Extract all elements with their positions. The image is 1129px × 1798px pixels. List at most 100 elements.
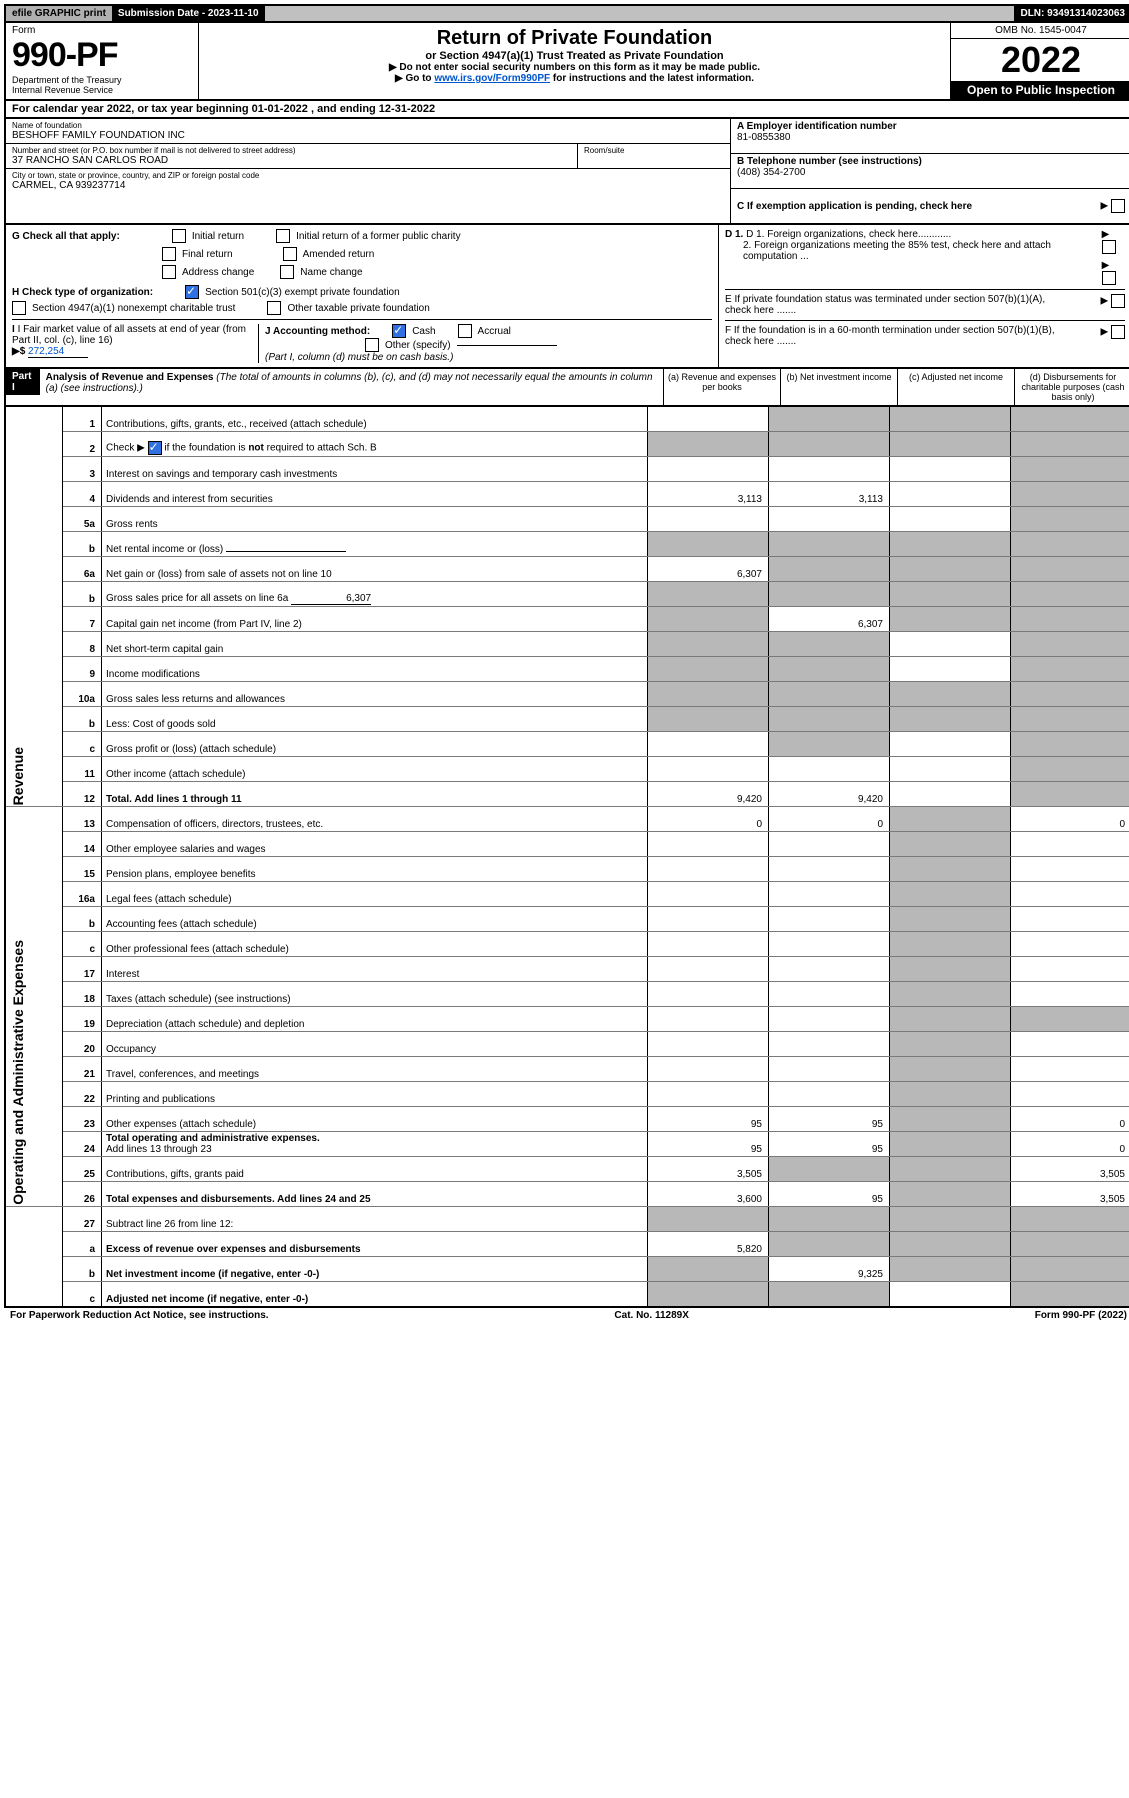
revenue-label-text: Revenue (10, 747, 26, 805)
j-accrual-checkbox[interactable] (458, 324, 472, 338)
header: Form 990-PF Department of the Treasury I… (4, 23, 1129, 101)
row-num: 27 (63, 1207, 102, 1232)
exemption-checkbox[interactable] (1111, 199, 1125, 213)
r24-d: 0 (1011, 1132, 1129, 1157)
r8-c (890, 632, 1011, 657)
r10c-c (890, 732, 1011, 757)
form990pf-link[interactable]: www.irs.gov/Form990PF (434, 73, 550, 84)
f-checkbox[interactable] (1111, 325, 1125, 339)
r16b-d (1011, 907, 1129, 932)
r16c-b (769, 932, 890, 957)
r24-b: 95 (769, 1132, 890, 1157)
row-9-desc: Income modifications (102, 657, 648, 682)
name-label: Name of foundation (12, 121, 724, 130)
h-row: H Check type of organization: Section 50… (12, 285, 712, 299)
r16b-c (890, 907, 1011, 932)
r20-d (1011, 1032, 1129, 1057)
row-16c-desc: Other professional fees (attach schedule… (102, 932, 648, 957)
h-other-checkbox[interactable] (267, 301, 281, 315)
h-4947-checkbox[interactable] (12, 301, 26, 315)
row-num: 24 (63, 1132, 102, 1157)
row-num: 16a (63, 882, 102, 907)
j-cash-checkbox[interactable] (392, 324, 406, 338)
r25-b (769, 1157, 890, 1182)
r19-b (769, 1007, 890, 1032)
g-final-checkbox[interactable] (162, 247, 176, 261)
row-27a-desc: Excess of revenue over expenses and disb… (102, 1232, 648, 1257)
row-num: 18 (63, 982, 102, 1007)
r27-c (890, 1207, 1011, 1232)
col-c-header: (c) Adjusted net income (897, 369, 1014, 405)
r16a-c (890, 882, 1011, 907)
col-d-header: (d) Disbursements for charitable purpose… (1014, 369, 1129, 405)
r13-d: 0 (1011, 807, 1129, 832)
g-initial-checkbox[interactable] (172, 229, 186, 243)
g-initial-former-checkbox[interactable] (276, 229, 290, 243)
r9-a (648, 657, 769, 682)
r6a-a: 6,307 (648, 557, 769, 582)
r6b-c (890, 582, 1011, 607)
r3-a (648, 457, 769, 482)
part1-title: Analysis of Revenue and Expenses (46, 372, 214, 383)
row-num: 19 (63, 1007, 102, 1032)
return-subtitle: or Section 4947(a)(1) Trust Treated as P… (203, 50, 946, 62)
j-other-checkbox[interactable] (365, 338, 379, 352)
h-501c3-checkbox[interactable] (185, 285, 199, 299)
r27-b (769, 1207, 890, 1232)
g-address-checkbox[interactable] (162, 265, 176, 279)
row-num: 10a (63, 682, 102, 707)
row-15-desc: Pension plans, employee benefits (102, 857, 648, 882)
r8-b (769, 632, 890, 657)
row-num: 23 (63, 1107, 102, 1132)
r27a-b (769, 1232, 890, 1257)
j-accrual: Accrual (478, 326, 511, 337)
r9-d (1011, 657, 1129, 682)
ein-label: A Employer identification number (737, 121, 1125, 132)
row-2-desc: Check ▶ if the foundation is not require… (102, 432, 648, 457)
j-note: (Part I, column (d) must be on cash basi… (265, 352, 712, 363)
row-num: 22 (63, 1082, 102, 1107)
row-11-desc: Other income (attach schedule) (102, 757, 648, 782)
r25-c (890, 1157, 1011, 1182)
g-name-checkbox[interactable] (280, 265, 294, 279)
g-amended-checkbox[interactable] (283, 247, 297, 261)
r27-d (1011, 1207, 1129, 1232)
d1-checkbox[interactable] (1102, 240, 1116, 254)
row-20-desc: Occupancy (102, 1032, 648, 1057)
row-26-desc: Total expenses and disbursements. Add li… (102, 1182, 648, 1207)
r22-a (648, 1082, 769, 1107)
efile-bar: efile GRAPHIC print Submission Date - 20… (4, 4, 1129, 23)
r27b-c (890, 1257, 1011, 1282)
r10a-a (648, 682, 769, 707)
r11-c (890, 757, 1011, 782)
d2-checkbox[interactable] (1102, 271, 1116, 285)
exemption-label: C If exemption application is pending, c… (737, 201, 972, 212)
r13-c (890, 807, 1011, 832)
r16a-b (769, 882, 890, 907)
schb-checkbox[interactable] (148, 441, 162, 455)
e-checkbox[interactable] (1111, 294, 1125, 308)
revenue-side-label: Revenue (5, 407, 63, 807)
row-num: b (63, 707, 102, 732)
arrow-icon: ▶ (1101, 199, 1125, 213)
r23-b: 95 (769, 1107, 890, 1132)
row-1-desc: Contributions, gifts, grants, etc., rece… (102, 407, 648, 432)
addr-label: Number and street (or P.O. box number if… (12, 146, 571, 155)
r25-d: 3,505 (1011, 1157, 1129, 1182)
r11-b (769, 757, 890, 782)
r27b-b: 9,325 (769, 1257, 890, 1282)
r26-d: 3,505 (1011, 1182, 1129, 1207)
r12-c (890, 782, 1011, 807)
r10b-a (648, 707, 769, 732)
g-opt-2: Final return (182, 249, 233, 260)
i-label: I I Fair market value of all assets at e… (12, 324, 252, 346)
row-16b-desc: Accounting fees (attach schedule) (102, 907, 648, 932)
row-25-desc: Contributions, gifts, grants paid (102, 1157, 648, 1182)
r10b-c (890, 707, 1011, 732)
r21-b (769, 1057, 890, 1082)
analysis-table: Revenue 1 Contributions, gifts, grants, … (4, 407, 1129, 1308)
tax-year: 2022 (951, 39, 1129, 81)
r16c-c (890, 932, 1011, 957)
ein-value: 81-0855380 (737, 132, 1125, 143)
g-opt-5: Name change (300, 267, 362, 278)
